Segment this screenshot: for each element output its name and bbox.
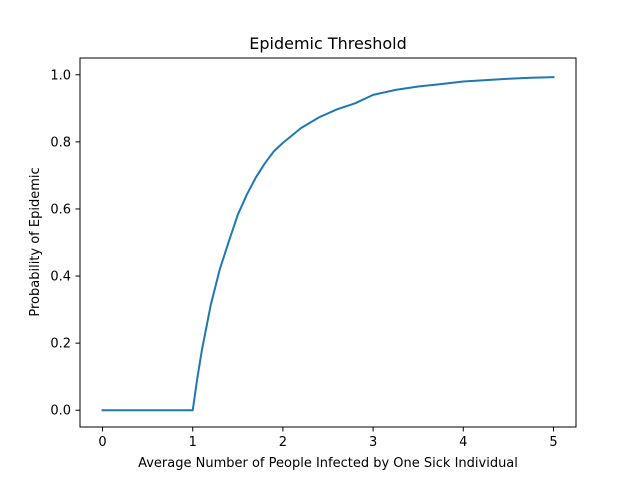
x-tick-label: 4 xyxy=(459,435,467,450)
y-tick-label: 0.0 xyxy=(50,404,71,419)
y-tick-label: 0.2 xyxy=(50,337,71,352)
series-line-0 xyxy=(101,76,555,412)
x-tick-label: 1 xyxy=(189,435,197,450)
x-tick-label: 2 xyxy=(279,435,287,450)
plot-area: 0 1 2 3 4 5 0.0 0.2 0.4 0.6 0.8 1.0 xyxy=(50,57,577,450)
y-axis-label: Probability of Epidemic xyxy=(28,167,43,316)
chart-title: Epidemic Threshold xyxy=(249,34,406,53)
x-tick-label: 3 xyxy=(369,435,377,450)
x-tick-label: 0 xyxy=(98,435,106,450)
axes-frame xyxy=(79,57,577,428)
x-tick-label: 5 xyxy=(549,435,557,450)
y-tick-label: 0.6 xyxy=(50,202,71,217)
y-tick-label: 0.4 xyxy=(50,270,71,285)
y-tick-label: 1.0 xyxy=(50,68,71,83)
y-tick-label: 0.8 xyxy=(50,135,71,150)
x-axis-label: Average Number of People Infected by One… xyxy=(138,456,518,471)
